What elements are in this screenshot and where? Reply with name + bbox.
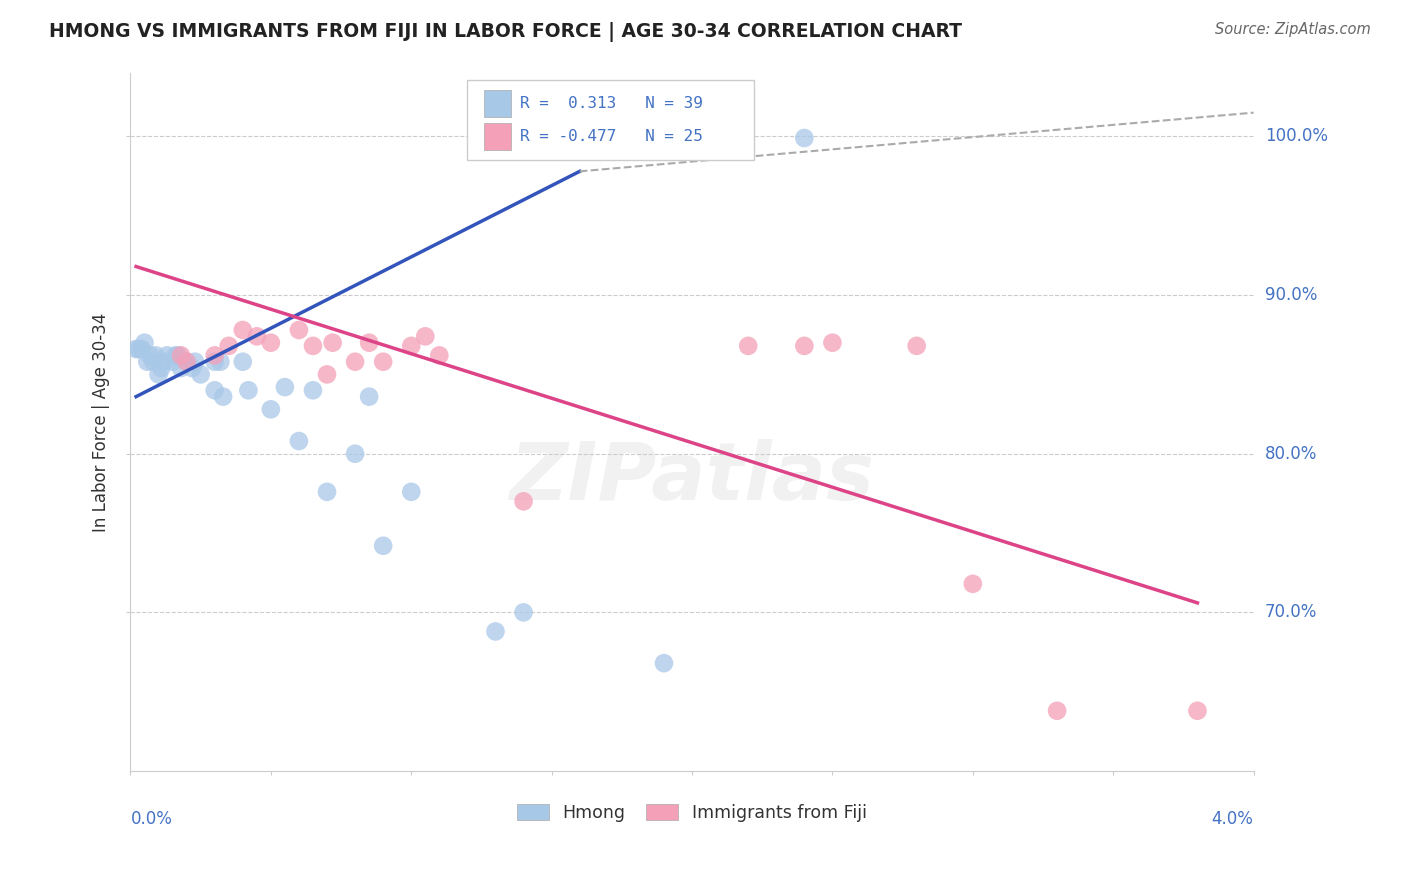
Point: [209, 355, 232, 369]
Text: 4.0%: 4.0%: [1212, 810, 1254, 828]
Point: [176, 355, 198, 369]
Point: [401, 484, 423, 499]
Point: [145, 348, 167, 362]
Text: 70.0%: 70.0%: [1265, 603, 1317, 622]
Point: [246, 329, 269, 343]
Point: [962, 577, 984, 591]
Point: [204, 355, 226, 369]
Point: [373, 539, 395, 553]
Point: [359, 335, 381, 350]
Point: [1046, 704, 1069, 718]
Y-axis label: In Labor Force | Age 30-34: In Labor Force | Age 30-34: [93, 312, 110, 532]
Point: [322, 335, 344, 350]
FancyBboxPatch shape: [484, 123, 512, 150]
Point: [260, 335, 283, 350]
Point: [413, 329, 436, 343]
Point: [652, 656, 675, 670]
Point: [484, 624, 506, 639]
FancyBboxPatch shape: [484, 90, 512, 117]
Text: ZIPatlas: ZIPatlas: [509, 439, 875, 516]
Point: [162, 355, 184, 369]
Point: [156, 348, 179, 362]
Point: [302, 339, 325, 353]
Point: [148, 368, 170, 382]
Point: [204, 348, 226, 362]
Text: 80.0%: 80.0%: [1265, 445, 1317, 463]
Point: [176, 355, 198, 369]
Point: [125, 342, 148, 356]
Point: [512, 494, 534, 508]
Point: [260, 402, 283, 417]
Point: [184, 355, 207, 369]
Text: R = -0.477   N = 25: R = -0.477 N = 25: [520, 129, 703, 144]
Point: [153, 355, 176, 369]
Point: [359, 390, 381, 404]
Point: [181, 361, 204, 376]
Point: [344, 355, 367, 369]
Point: [134, 335, 156, 350]
Point: [218, 339, 240, 353]
Point: [905, 339, 928, 353]
Point: [512, 606, 534, 620]
FancyBboxPatch shape: [467, 80, 754, 161]
Point: [793, 131, 815, 145]
Point: [150, 361, 173, 376]
Point: [136, 355, 159, 369]
Point: [131, 342, 153, 356]
Point: [288, 434, 311, 448]
Point: [232, 355, 254, 369]
Point: [737, 339, 759, 353]
Text: 90.0%: 90.0%: [1265, 286, 1317, 304]
Point: [316, 368, 339, 382]
Point: [204, 384, 226, 398]
Text: R =  0.313   N = 39: R = 0.313 N = 39: [520, 96, 703, 112]
Point: [793, 339, 815, 353]
Point: [232, 323, 254, 337]
Text: 0.0%: 0.0%: [131, 810, 173, 828]
Point: [427, 348, 450, 362]
Point: [373, 355, 395, 369]
Point: [170, 361, 193, 376]
Point: [274, 380, 297, 394]
Point: [170, 348, 193, 362]
Point: [288, 323, 311, 337]
Point: [344, 447, 367, 461]
Point: [139, 348, 162, 362]
Text: Source: ZipAtlas.com: Source: ZipAtlas.com: [1215, 22, 1371, 37]
Point: [302, 384, 325, 398]
Point: [1187, 704, 1209, 718]
Text: HMONG VS IMMIGRANTS FROM FIJI IN LABOR FORCE | AGE 30-34 CORRELATION CHART: HMONG VS IMMIGRANTS FROM FIJI IN LABOR F…: [49, 22, 962, 42]
Point: [142, 355, 165, 369]
Point: [238, 384, 260, 398]
Point: [316, 484, 339, 499]
Point: [401, 339, 423, 353]
Point: [190, 368, 212, 382]
Legend: Hmong, Immigrants from Fiji: Hmong, Immigrants from Fiji: [510, 797, 873, 829]
Text: 100.0%: 100.0%: [1265, 128, 1327, 145]
Point: [167, 348, 190, 362]
Point: [165, 348, 187, 362]
Point: [821, 335, 844, 350]
Point: [128, 342, 150, 356]
Point: [212, 390, 235, 404]
